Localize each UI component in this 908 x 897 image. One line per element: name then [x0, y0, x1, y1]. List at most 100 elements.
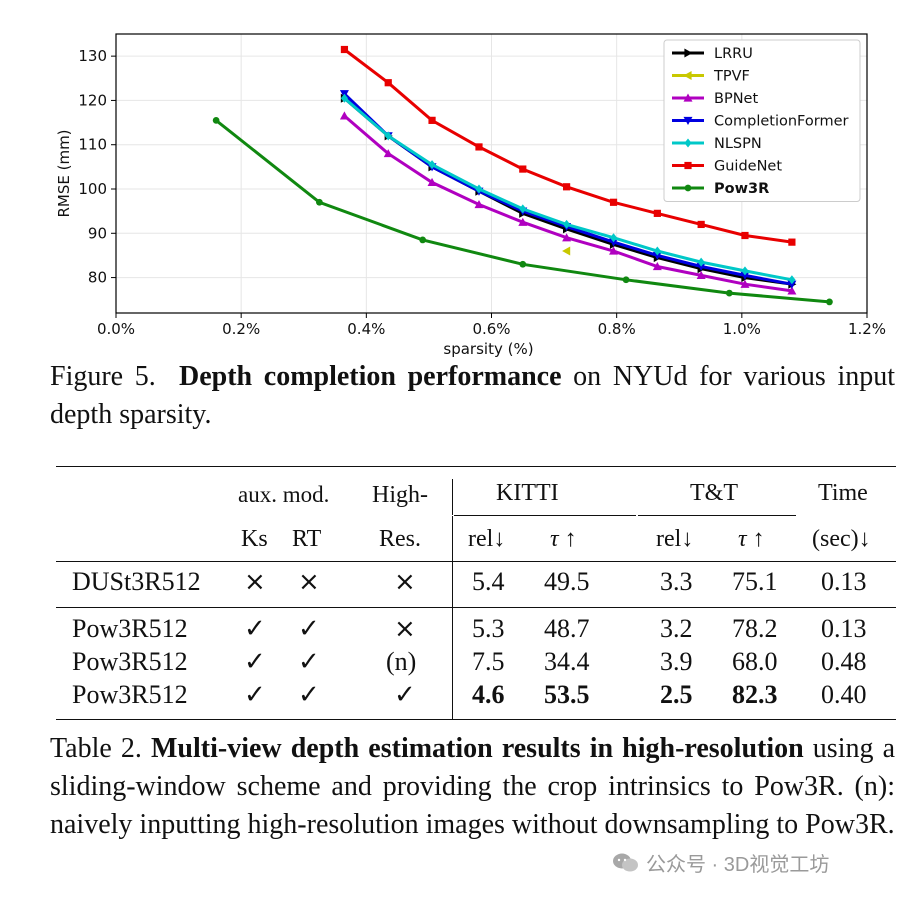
row-method: Pow3R512 — [72, 647, 188, 676]
x-tick-label: 0.6% — [472, 320, 510, 338]
data-point-pow3r — [316, 198, 323, 206]
data-point-bpnet — [609, 246, 619, 255]
cell-tt-rel: 3.3 — [660, 567, 693, 596]
data-point-nlspn — [563, 219, 571, 229]
cell-tt-tau: 68.0 — [732, 647, 778, 676]
table-caption-prefix: Table 2. — [50, 733, 142, 764]
cell-high: × — [394, 567, 416, 597]
table-caption-rest: using a sliding-window scheme and provid… — [50, 733, 895, 840]
data-point-nlspn — [609, 233, 618, 243]
cell-kitti-tau: 49.5 — [544, 567, 590, 596]
legend-label-lrru: LRRU — [714, 46, 753, 62]
table-mid-rule — [56, 561, 896, 562]
y-tick-label: 120 — [78, 91, 107, 109]
vertical-separator — [452, 516, 453, 562]
data-point-bpnet — [339, 111, 349, 120]
table-bottom-rule — [56, 719, 896, 720]
header-ks: Ks — [241, 526, 268, 552]
data-point-guidenet — [653, 209, 661, 217]
table-caption: Table 2. Multi-view depth estimation res… — [50, 730, 895, 844]
y-tick-label: 130 — [78, 47, 107, 65]
y-tick-label: 110 — [78, 136, 107, 154]
y-tick-label: 80 — [88, 269, 107, 287]
data-point-guidenet — [475, 143, 483, 151]
data-point-nlspn — [741, 266, 749, 276]
header-aux-mod: aux. mod. — [238, 482, 330, 507]
data-point-pow3r — [212, 116, 220, 124]
data-point-pow3r — [419, 236, 427, 244]
x-tick-label: 0.8% — [598, 320, 636, 338]
vertical-separator — [452, 608, 453, 720]
data-point-bpnet — [383, 149, 393, 158]
data-point-tpvf — [562, 246, 571, 256]
cell-rt: ✓ — [298, 647, 320, 677]
data-point-guidenet — [741, 231, 749, 240]
cell-kitti-tau: 34.4 — [544, 647, 590, 676]
y-tick-label: 90 — [88, 224, 107, 242]
legend-label-tpvf: TPVF — [713, 69, 750, 85]
x-tick-label: 1.0% — [723, 320, 761, 338]
header-tt-tau: τ ↑ — [738, 526, 765, 552]
data-point-bpnet — [652, 262, 662, 271]
figure-caption-prefix: Figure 5. — [50, 361, 156, 392]
watermark-text: 公众号 · 3D视觉工坊 — [646, 854, 830, 876]
row-method: Pow3R512 — [72, 680, 188, 709]
header-kitti-tau: τ ↑ — [550, 526, 577, 552]
legend-label-completionformer: CompletionFormer — [714, 114, 848, 130]
data-point-guidenet — [609, 198, 618, 206]
y-tick-label: 100 — [78, 180, 107, 198]
cell-rt: ✓ — [298, 614, 320, 644]
header-kitti: KITTI — [496, 480, 559, 506]
data-point-nlspn — [788, 275, 796, 285]
data-point-bpnet — [474, 200, 484, 209]
cell-ks: × — [244, 567, 266, 597]
data-point-completionformer — [696, 262, 706, 271]
header-rt: RT — [292, 526, 322, 552]
data-point-guidenet — [340, 45, 349, 54]
legend-box — [663, 39, 861, 202]
row-method: DUSt3R512 — [72, 567, 201, 596]
data-point-bpnet — [518, 217, 528, 226]
legend-marker-pow3r — [684, 184, 692, 192]
row-method: Pow3R512 — [72, 614, 188, 643]
cell-high: (n) — [386, 647, 417, 676]
data-point-pow3r — [519, 260, 527, 268]
wechat-icon — [612, 852, 640, 880]
cell-ks: ✓ — [244, 614, 266, 644]
cell-rt: × — [298, 567, 320, 597]
legend-marker-guidenet — [684, 161, 692, 170]
cell-time: 0.13 — [821, 567, 867, 596]
data-point-nlspn — [653, 246, 661, 256]
cell-rt: ✓ — [298, 680, 320, 710]
header-time-sec: (sec)↓ — [812, 526, 871, 552]
data-point-nlspn — [519, 204, 527, 214]
data-point-bpnet — [740, 279, 750, 288]
data-point-guidenet — [384, 79, 392, 87]
data-point-guidenet — [563, 183, 571, 191]
data-point-completionformer — [787, 280, 797, 289]
x-tick-label: 0.2% — [222, 320, 260, 338]
data-point-guidenet — [428, 116, 436, 124]
cell-high: × — [394, 614, 416, 644]
cell-time: 0.13 — [821, 614, 867, 643]
cell-tt-tau: 75.1 — [732, 567, 778, 596]
results-table: aux. mod. High- KITTI T&T Time Ks RT Res… — [56, 466, 896, 720]
cell-tt-tau: 78.2 — [732, 614, 778, 643]
cell-time: 0.40 — [821, 680, 867, 709]
cell-tt-rel: 3.9 — [660, 647, 693, 676]
header-res: Res. — [379, 526, 421, 552]
cell-kitti-rel: 7.5 — [472, 647, 505, 676]
table-top-rule — [56, 466, 896, 467]
depth-completion-chart: 0.0% 0.2% 0.4% 0.6% 0.8% 1.0% 1.2% 80 90 100 110 12… — [55, 33, 886, 358]
data-point-completionformer — [609, 238, 619, 247]
data-point-nlspn — [384, 131, 392, 141]
legend-marker-tpvf — [683, 71, 692, 80]
data-point-bpnet — [562, 233, 572, 242]
header-time: Time — [818, 480, 868, 506]
figure-caption: Figure 5. Depth completion performance o… — [50, 358, 895, 434]
cell-tt-rel: 3.2 — [660, 614, 693, 643]
cell-kitti-rel: 5.4 — [472, 567, 505, 596]
watermark: 公众号 · 3D视觉工坊 — [612, 848, 829, 880]
data-point-nlspn — [475, 184, 483, 194]
figure-caption-rest: on NYUd for various input depth sparsity… — [50, 361, 896, 430]
